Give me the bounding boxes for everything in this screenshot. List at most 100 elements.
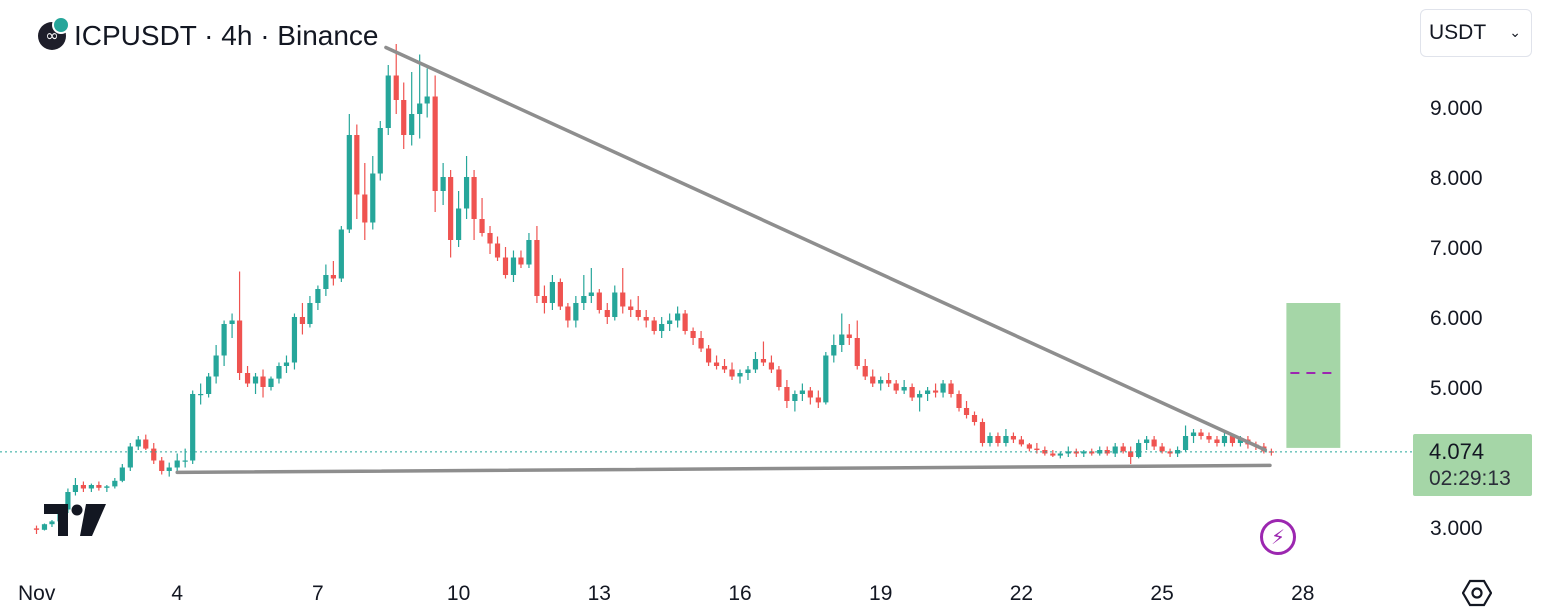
candle-body: [502, 257, 509, 275]
bar-countdown: 02:29:13: [1429, 467, 1511, 490]
lightning-icon[interactable]: ⚡: [1260, 519, 1296, 555]
candle-body: [862, 366, 868, 377]
candle: [268, 376, 274, 391]
candle-body: [417, 103, 423, 114]
candle-body: [620, 292, 626, 307]
candle-body: [979, 422, 986, 443]
candle-body: [1097, 450, 1103, 454]
x-axis-labels: Nov 4 7 10 13 16 19 22 25 28: [18, 582, 1314, 605]
candle-body: [236, 320, 243, 373]
candle: [229, 313, 235, 338]
candle: [518, 250, 524, 268]
candle: [1198, 429, 1204, 440]
trendlines-layer: [175, 45, 1272, 475]
candle: [417, 54, 423, 139]
candle-body: [1081, 451, 1087, 454]
x-tick-label: 25: [1150, 582, 1173, 605]
candle: [807, 387, 813, 405]
candle-body: [268, 378, 274, 387]
y-tick-label: 6.000: [1430, 307, 1483, 330]
candle: [338, 226, 344, 282]
candle: [244, 366, 251, 387]
candle-body: [494, 243, 501, 258]
candle-body: [729, 369, 735, 377]
candle: [72, 478, 79, 496]
candle-body: [96, 485, 102, 488]
candle-body: [541, 296, 548, 303]
candle: [1042, 446, 1048, 456]
candle: [979, 418, 986, 447]
candle: [870, 369, 876, 387]
candle-body: [479, 219, 485, 233]
trendline[interactable]: [384, 45, 1268, 452]
candle-body: [971, 415, 978, 422]
candle-body: [119, 467, 125, 481]
currency-select[interactable]: USDT ⌄: [1420, 9, 1532, 57]
candle-body: [1167, 451, 1173, 454]
candle-body: [768, 362, 775, 370]
candle-body: [487, 233, 493, 244]
candle: [456, 191, 462, 247]
candle-body: [682, 313, 688, 331]
candle-body: [721, 366, 728, 370]
tradingview-logo-icon[interactable]: [44, 504, 106, 536]
candle: [604, 303, 610, 324]
candle-body: [72, 485, 79, 492]
candle-body: [1104, 450, 1110, 454]
candle: [221, 320, 227, 366]
candle-body: [854, 338, 860, 366]
candle: [291, 313, 298, 370]
candle-body: [291, 317, 298, 363]
candle-body: [338, 229, 344, 279]
candle: [729, 362, 735, 380]
candle-body: [784, 387, 790, 401]
candle: [1057, 451, 1063, 459]
candle-body: [1174, 450, 1181, 454]
candle-body: [1214, 439, 1220, 443]
candle-body: [1073, 451, 1079, 454]
candle: [206, 373, 212, 398]
candle: [432, 75, 438, 212]
position-box[interactable]: [1286, 303, 1341, 448]
candle-body: [1206, 436, 1212, 440]
candle-body: [705, 348, 712, 363]
candle-body: [330, 275, 336, 279]
y-tick-label: 8.000: [1430, 167, 1483, 190]
trendline[interactable]: [175, 463, 1272, 475]
settings-hexagon-icon[interactable]: [1462, 579, 1492, 607]
candle-body: [839, 334, 845, 345]
candle-body: [518, 257, 524, 265]
candle-body: [182, 460, 188, 462]
candle-body: [252, 376, 259, 384]
candle-body: [1190, 432, 1197, 436]
candle: [1214, 436, 1220, 447]
symbol-title[interactable]: ICPUSDT · 4h · Binance: [74, 20, 379, 51]
candle-body: [104, 486, 110, 488]
candle: [651, 317, 657, 335]
candle-body: [831, 345, 837, 356]
internet-computer-logo-icon: ∞: [38, 16, 70, 50]
candle: [682, 310, 688, 335]
candle-body: [581, 296, 587, 303]
candle-body: [1089, 451, 1095, 454]
candle: [151, 443, 157, 464]
candle: [995, 432, 1001, 447]
candle-body: [1221, 436, 1228, 443]
candle: [713, 355, 720, 370]
candle: [112, 478, 118, 489]
candle-body: [424, 96, 430, 104]
candle-body: [283, 362, 290, 366]
candle-body: [127, 446, 133, 468]
candle: [49, 520, 55, 527]
candle: [1065, 446, 1071, 457]
candle-body: [440, 177, 446, 191]
candle: [925, 387, 931, 401]
candle-body: [221, 324, 227, 356]
candle: [174, 453, 180, 471]
candle: [612, 285, 618, 321]
candle-body: [260, 376, 266, 387]
candle-body: [635, 310, 641, 317]
candles-layer: [33, 44, 1274, 534]
candle-body: [932, 390, 939, 393]
